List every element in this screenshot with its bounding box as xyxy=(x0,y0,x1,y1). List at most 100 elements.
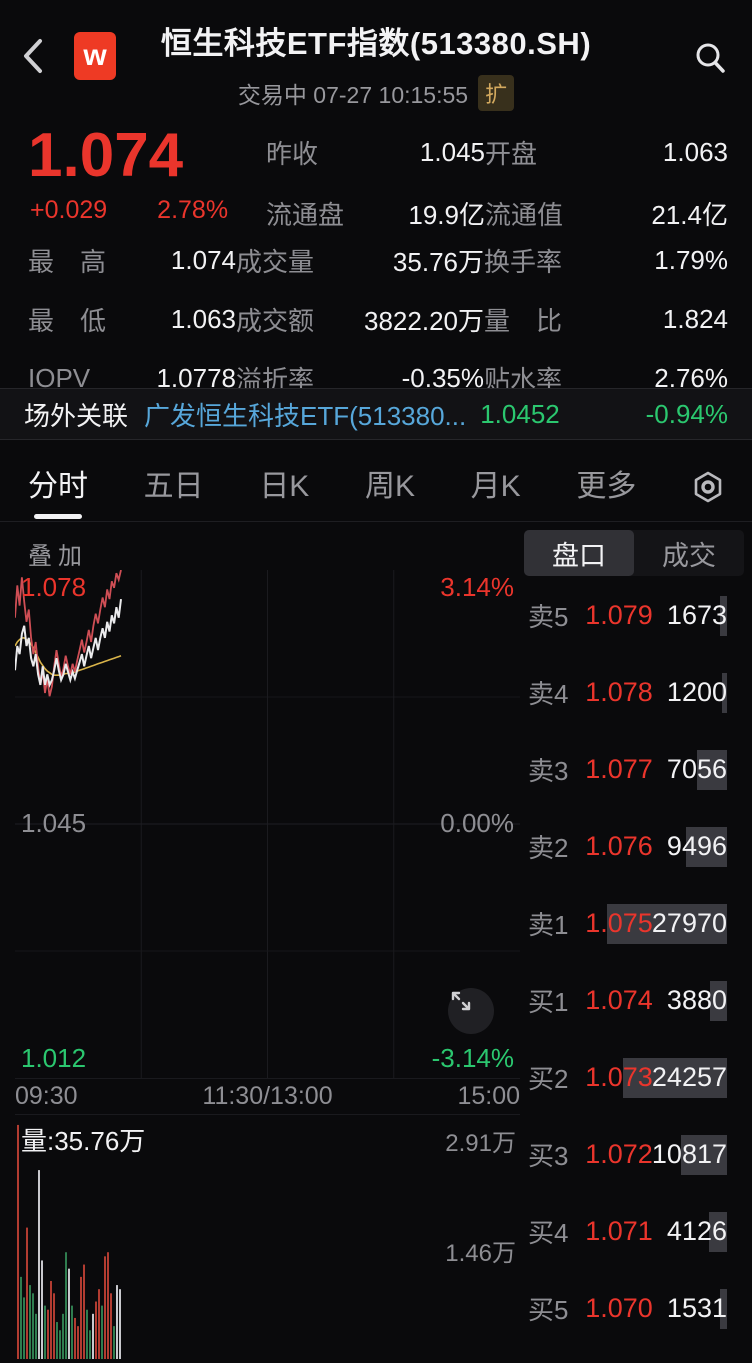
stat-value: 19.9亿 xyxy=(408,200,485,230)
level-volume: 27970 xyxy=(651,908,727,938)
extended-badge[interactable]: 扩 xyxy=(478,75,515,111)
depth-bar xyxy=(686,826,727,867)
search-button[interactable] xyxy=(688,36,732,80)
volume-pane[interactable]: 量:35.76万 2.91万 1.46万 xyxy=(15,1114,520,1363)
bid-level-1[interactable]: 买1 1.074 3880 xyxy=(524,962,752,1039)
stat-label: 量 比 xyxy=(484,306,563,336)
related-caption: 场外关联 xyxy=(24,400,129,431)
stat-value: 1.824 xyxy=(662,304,728,334)
tab-5day[interactable]: 五日 xyxy=(143,469,204,503)
tab-monthly-k[interactable]: 月K xyxy=(470,469,521,503)
order-book: 盘口 成交 卖5 1.079 1673 卖4 1.078 1200 卖3 1.0… xyxy=(524,522,752,1363)
bid-level-3[interactable]: 买3 1.072 10817 xyxy=(524,1116,752,1193)
header: w 恒生科技ETF指数(513380.SH) 交易中 07-27 10:15:5… xyxy=(0,0,752,112)
tab-daily-k[interactable]: 日K xyxy=(259,469,310,503)
level-price: 1.079 xyxy=(585,600,653,630)
level-volume: 3880 xyxy=(666,985,727,1015)
level-volume: 7056 xyxy=(666,754,727,784)
stat-label: 开盘 xyxy=(485,139,538,169)
stat-value: 1.79% xyxy=(654,245,728,275)
tab-more[interactable]: 更多 xyxy=(576,469,637,503)
ask-level-5[interactable]: 卖5 1.079 1673 xyxy=(524,577,752,654)
price-change: +0.029 xyxy=(30,196,108,224)
level-price: 1.075 xyxy=(585,908,653,938)
stat-value: 1.045 xyxy=(419,137,485,167)
stat-value: 35.76万 xyxy=(392,247,484,277)
period-tabbar: 分时 五日 日K 周K 月K 更多 xyxy=(0,452,752,522)
volume-chart-canvas xyxy=(17,1124,121,1359)
level-price: 1.077 xyxy=(585,754,653,784)
depth-bar xyxy=(722,672,727,713)
level-price: 1.078 xyxy=(585,677,653,707)
level-label: 卖3 xyxy=(528,756,569,786)
stat-label: 最 低 xyxy=(28,306,107,336)
tab-trades[interactable]: 成交 xyxy=(662,540,716,571)
tab-weekly-k[interactable]: 周K xyxy=(364,469,415,503)
chart-mid-price: 1.045 xyxy=(21,808,87,838)
stat-value: 21.4亿 xyxy=(651,200,728,230)
level-price: 1.070 xyxy=(585,1293,653,1323)
bid-level-4[interactable]: 买4 1.071 4126 xyxy=(524,1193,752,1270)
trading-status: 交易中 07-27 10:15:55 xyxy=(237,82,469,108)
level-price: 1.072 xyxy=(585,1139,653,1169)
depth-bar xyxy=(709,1211,727,1252)
level-volume: 10817 xyxy=(651,1139,727,1169)
stat-label: 流通值 xyxy=(485,200,564,230)
stat-label: 成交额 xyxy=(236,306,315,336)
stat-label: 换手率 xyxy=(484,247,563,277)
page-title: 恒生科技ETF指数(513380.SH) xyxy=(160,26,592,61)
depth-bar xyxy=(720,595,727,636)
stat-label: 流通盘 xyxy=(266,200,345,230)
bid-level-5[interactable]: 买5 1.070 1531 xyxy=(524,1270,752,1347)
bid-level-2[interactable]: 买2 1.073 24257 xyxy=(524,1039,752,1116)
ask-level-4[interactable]: 卖4 1.078 1200 xyxy=(524,654,752,731)
overlay-label[interactable]: 叠加 xyxy=(28,543,88,570)
level-label: 买1 xyxy=(528,987,569,1017)
ask-level-1[interactable]: 卖1 1.075 27970 xyxy=(524,885,752,962)
level-label: 卖5 xyxy=(528,602,569,632)
level-price: 1.073 xyxy=(585,1062,653,1092)
price-change-pct: 2.78% xyxy=(157,196,229,224)
related-fund-link[interactable]: 广发恒生科技ETF(513380... xyxy=(144,400,467,431)
depth-bar xyxy=(697,749,727,790)
chart-max-pct: 3.14% xyxy=(440,572,514,602)
depth-bar xyxy=(720,1288,727,1329)
expand-icon xyxy=(451,991,471,1011)
tab-minute[interactable]: 分时 xyxy=(24,455,92,519)
otc-related-row[interactable]: 场外关联 广发恒生科技ETF(513380... 1.0452 -0.94% xyxy=(0,388,752,440)
fullscreen-button[interactable] xyxy=(448,988,494,1034)
tab-bid-ask[interactable]: 盘口 xyxy=(524,530,634,576)
level-label: 买3 xyxy=(528,1141,569,1171)
wind-logo: w xyxy=(74,32,116,80)
intraday-price-chart[interactable]: 1.078 3.14% 1.045 0.00% 1.012 -3.14% xyxy=(15,570,520,1078)
depth-bar xyxy=(710,980,727,1021)
level-label: 买2 xyxy=(528,1064,569,1094)
level-volume: 9496 xyxy=(666,831,727,861)
ask-level-2[interactable]: 卖2 1.076 9496 xyxy=(524,808,752,885)
time-tick-open: 09:30 xyxy=(15,1082,78,1110)
last-price: 1.074 xyxy=(28,121,184,190)
depth-bar xyxy=(681,1134,727,1175)
time-axis: 09:30 11:30/13:00 15:00 xyxy=(15,1078,520,1114)
level-volume: 4126 xyxy=(666,1216,727,1246)
stat-value: 1.063 xyxy=(662,137,728,167)
related-fund-price: 1.0452 xyxy=(480,398,560,429)
chart-settings-button[interactable] xyxy=(688,467,728,507)
level-label: 卖1 xyxy=(528,910,569,940)
orderbook-tabs: 盘口 成交 xyxy=(524,530,744,576)
depth-bar xyxy=(623,1057,727,1098)
level-label: 卖2 xyxy=(528,833,569,863)
level-volume: 1673 xyxy=(666,600,727,630)
back-button[interactable] xyxy=(16,34,50,78)
chart-min-price: 1.012 xyxy=(21,1043,87,1073)
stat-value: 1.063 xyxy=(170,304,236,334)
stat-label: 昨收 xyxy=(266,139,319,169)
quote-stats-grid: 最 高 1.074 成交量 35.76万 换手率 1.79% 最 低 1.063… xyxy=(28,242,728,397)
time-tick-close: 15:00 xyxy=(457,1082,520,1110)
stat-label: 最 高 xyxy=(28,247,107,277)
level-volume: 24257 xyxy=(651,1062,727,1092)
volume-title: 量:35.76万 xyxy=(21,1126,146,1156)
price-chart-canvas xyxy=(15,570,520,1078)
ask-level-3[interactable]: 卖3 1.077 7056 xyxy=(524,731,752,808)
